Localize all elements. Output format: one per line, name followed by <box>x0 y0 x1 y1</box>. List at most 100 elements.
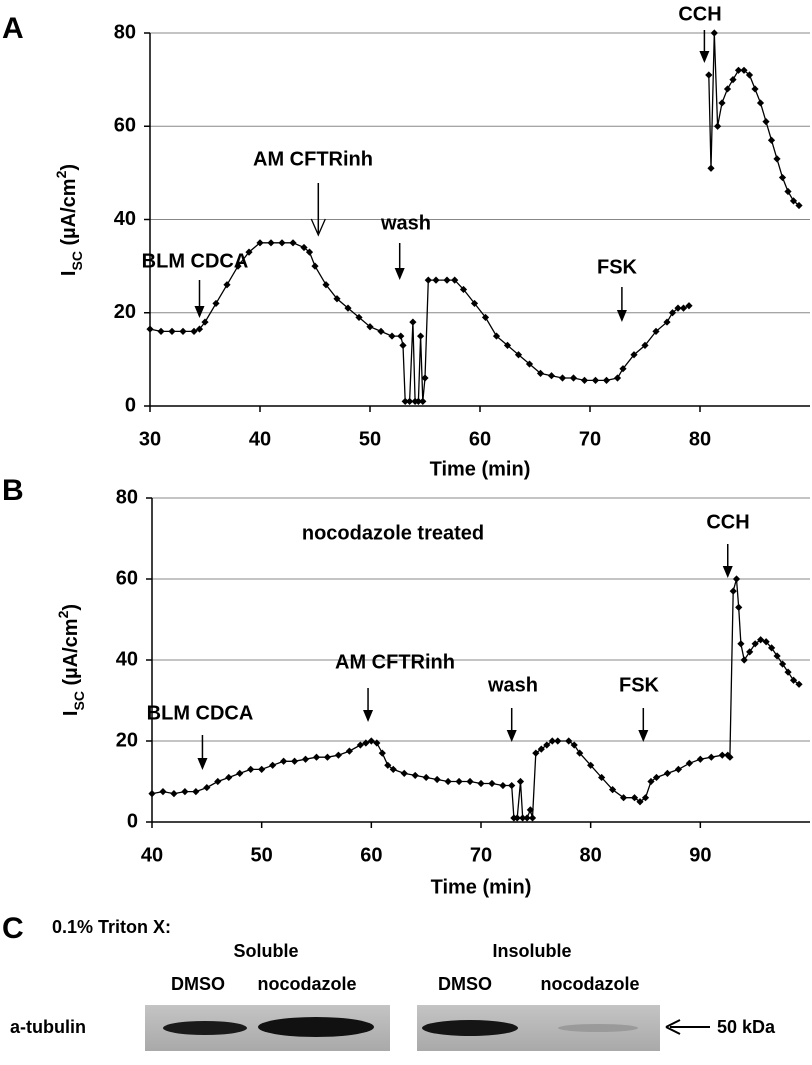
data-point <box>455 777 463 786</box>
data-point <box>168 327 176 335</box>
data-point <box>674 304 682 312</box>
data-point <box>630 351 638 359</box>
y-axis-title-part: SC <box>69 251 85 270</box>
data-point <box>367 737 375 745</box>
data-point <box>756 99 765 107</box>
y-tick-label: 0 <box>125 394 136 416</box>
data-point <box>757 636 765 644</box>
annotation-arrow-head <box>699 51 710 63</box>
annotation: CCH <box>678 3 721 25</box>
data-point <box>345 747 353 755</box>
data-point <box>718 751 726 759</box>
data-point <box>234 262 242 270</box>
data-point <box>519 814 527 822</box>
data-point <box>619 365 627 373</box>
y-axis-title-part: (µA/cm <box>58 178 80 251</box>
annotation-arrow-head <box>197 758 208 770</box>
y-tick-label: 60 <box>116 567 138 589</box>
data-point <box>576 749 584 757</box>
data-point <box>300 243 308 252</box>
data-point <box>784 668 792 676</box>
data-point <box>762 117 770 126</box>
annotation-arrow-head <box>363 710 374 722</box>
data-point <box>734 66 743 74</box>
data-point <box>636 798 644 806</box>
data-point <box>784 187 792 196</box>
annotation-arrow-head <box>310 218 326 237</box>
data-point <box>773 155 781 163</box>
data-point <box>247 765 255 773</box>
data-point <box>334 751 343 759</box>
data-point <box>726 753 734 761</box>
data-point <box>289 239 297 247</box>
annotation: AM CFTRinh <box>253 148 373 170</box>
subtitle: nocodazole treated <box>302 522 484 544</box>
data-point <box>451 276 459 284</box>
data-point <box>647 777 655 786</box>
data-point <box>444 777 452 786</box>
lane-label: DMSO <box>438 974 492 994</box>
blot-title: 0.1% Triton X: <box>52 917 171 937</box>
annotation-arrow-head <box>194 306 205 318</box>
band <box>163 1021 247 1035</box>
y-axis-title-part: 2 <box>53 170 69 178</box>
data-point <box>745 71 754 79</box>
data-point <box>729 587 737 595</box>
data-point <box>195 325 204 333</box>
data-point <box>378 749 386 757</box>
data-point <box>570 741 578 749</box>
y-tick-label: 80 <box>116 486 138 508</box>
data-point <box>789 197 798 205</box>
data-point <box>516 777 525 786</box>
y-tick-label: 40 <box>114 208 136 230</box>
panel-label: C <box>2 912 24 945</box>
data-point <box>558 374 567 382</box>
data-point <box>170 790 178 798</box>
marker-arrow-head <box>665 1019 681 1035</box>
y-axis-title-part: ) <box>60 604 82 611</box>
data-point <box>323 753 332 761</box>
data-point <box>417 332 425 340</box>
data-point <box>751 85 759 93</box>
data-point <box>580 376 589 384</box>
row-label: a-tubulin <box>10 1017 86 1037</box>
data-point <box>707 164 715 172</box>
data-point <box>569 374 578 382</box>
data-point <box>225 773 233 782</box>
data-point <box>433 775 441 784</box>
band <box>422 1020 518 1036</box>
data-point <box>663 318 671 326</box>
data-point <box>652 773 661 782</box>
data-point <box>547 372 556 380</box>
x-tick-label: 80 <box>689 428 711 450</box>
x-tick-label: 40 <box>249 428 271 450</box>
data-point <box>565 737 573 745</box>
x-axis-title: Time (min) <box>430 458 531 480</box>
data-point <box>389 765 397 773</box>
x-tick-label: 50 <box>359 428 381 450</box>
annotation-arrow-head <box>722 566 733 578</box>
data-point <box>401 397 409 405</box>
data-point <box>768 644 776 652</box>
data-point <box>179 327 187 335</box>
data-point <box>718 99 726 107</box>
data-point <box>514 351 523 359</box>
y-tick-label: 40 <box>116 648 138 670</box>
lane-label: DMSO <box>171 974 225 994</box>
x-tick-label: 30 <box>139 428 161 450</box>
data-point <box>740 656 748 664</box>
data-point <box>190 327 198 335</box>
data-point <box>526 806 534 814</box>
data-point <box>746 648 754 656</box>
y-axis-title-part: (µA/cm <box>60 618 82 691</box>
data-point <box>710 29 718 37</box>
data-point <box>523 814 531 822</box>
y-axis-title: ISC (µA/cm2) <box>53 164 85 276</box>
data-point <box>312 753 321 761</box>
y-tick-label: 80 <box>114 21 136 43</box>
annotation-arrow-head <box>616 310 627 322</box>
band <box>258 1017 374 1037</box>
x-tick-label: 40 <box>141 844 163 866</box>
data-point <box>192 788 200 796</box>
data-point <box>459 285 468 294</box>
